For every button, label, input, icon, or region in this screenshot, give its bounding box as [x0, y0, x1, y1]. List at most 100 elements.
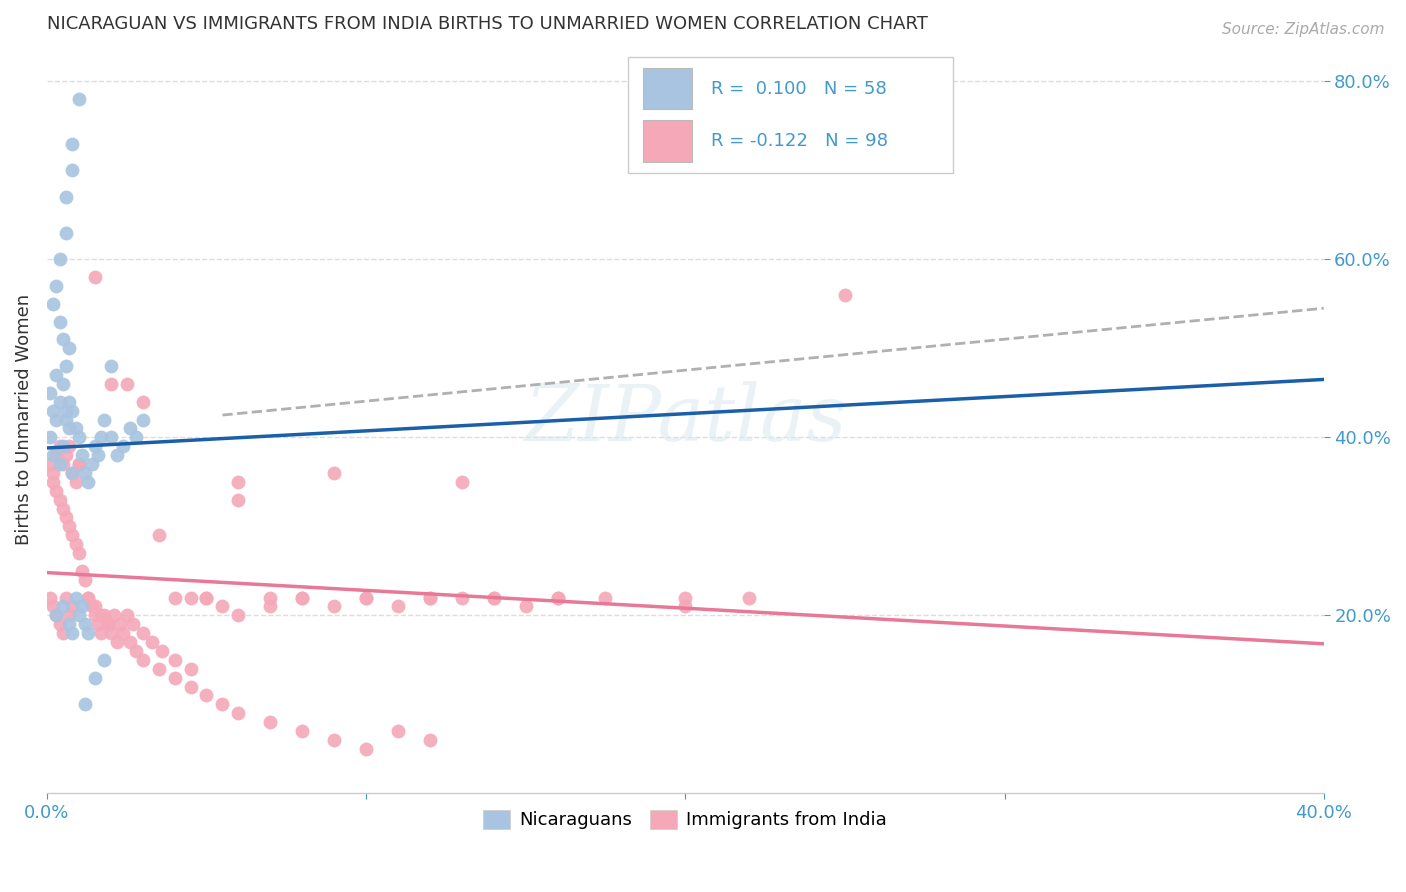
Point: [42, 466, 65, 480]
Point: [148, 528, 170, 542]
Point: [45, 483, 67, 498]
Point: [67, 92, 90, 106]
Point: [83, 599, 105, 614]
Point: [100, 430, 122, 444]
Point: [122, 617, 145, 632]
Point: [90, 430, 112, 444]
Point: [259, 715, 281, 730]
Point: [39, 430, 62, 444]
Point: [387, 599, 409, 614]
Point: [87, 617, 110, 632]
Point: [93, 608, 115, 623]
Point: [55, 412, 77, 426]
Point: [48, 457, 70, 471]
Point: [45, 279, 67, 293]
Point: [259, 599, 281, 614]
Point: [62, 136, 84, 151]
Point: [450, 475, 472, 489]
Point: [48, 492, 70, 507]
Point: [55, 591, 77, 605]
Point: [70, 448, 93, 462]
Point: [83, 671, 105, 685]
Point: [228, 706, 250, 721]
Point: [77, 591, 100, 605]
Point: [482, 591, 505, 605]
Point: [45, 368, 67, 382]
Point: [48, 617, 70, 632]
Point: [58, 519, 80, 533]
Point: [323, 466, 346, 480]
Point: [80, 599, 103, 614]
Point: [62, 599, 84, 614]
Point: [105, 448, 128, 462]
Point: [75, 617, 97, 632]
Point: [291, 724, 314, 739]
Point: [323, 599, 346, 614]
Point: [67, 430, 90, 444]
Point: [70, 564, 93, 578]
Point: [45, 412, 67, 426]
Point: [673, 599, 696, 614]
Point: [55, 226, 77, 240]
Point: [180, 680, 202, 694]
Point: [354, 742, 377, 756]
Point: [75, 573, 97, 587]
Point: [58, 341, 80, 355]
Point: [70, 599, 93, 614]
Point: [55, 448, 77, 462]
Point: [450, 591, 472, 605]
Point: [110, 617, 132, 632]
Point: [547, 591, 569, 605]
Point: [323, 733, 346, 747]
Point: [48, 439, 70, 453]
Point: [228, 492, 250, 507]
Point: [65, 475, 87, 489]
Point: [419, 733, 441, 747]
Point: [103, 608, 125, 623]
Point: [180, 662, 202, 676]
Point: [62, 466, 84, 480]
Point: [58, 439, 80, 453]
Point: [105, 635, 128, 649]
Point: [62, 626, 84, 640]
Text: ZIPatlas: ZIPatlas: [524, 382, 846, 458]
Point: [52, 376, 75, 391]
Point: [67, 457, 90, 471]
Point: [595, 591, 617, 605]
Point: [55, 510, 77, 524]
Point: [42, 475, 65, 489]
Point: [482, 591, 505, 605]
Point: [52, 501, 75, 516]
Point: [93, 653, 115, 667]
Point: [52, 332, 75, 346]
Point: [419, 591, 441, 605]
Point: [115, 376, 138, 391]
Point: [83, 270, 105, 285]
Point: [55, 190, 77, 204]
Point: [738, 591, 761, 605]
Point: [55, 403, 77, 417]
Point: [228, 475, 250, 489]
Point: [90, 608, 112, 623]
Point: [354, 591, 377, 605]
Point: [52, 626, 75, 640]
Point: [62, 163, 84, 178]
Point: [211, 698, 233, 712]
Point: [67, 608, 90, 623]
Point: [100, 626, 122, 640]
Point: [39, 457, 62, 471]
Point: [48, 252, 70, 267]
Point: [195, 689, 218, 703]
Point: [39, 591, 62, 605]
Point: [75, 698, 97, 712]
Point: [80, 457, 103, 471]
Point: [65, 537, 87, 551]
Point: [112, 439, 135, 453]
Point: [65, 591, 87, 605]
Legend: Nicaraguans, Immigrants from India: Nicaraguans, Immigrants from India: [477, 803, 894, 837]
Point: [93, 412, 115, 426]
Point: [131, 412, 153, 426]
Point: [96, 617, 118, 632]
Text: Source: ZipAtlas.com: Source: ZipAtlas.com: [1222, 22, 1385, 37]
Point: [58, 617, 80, 632]
